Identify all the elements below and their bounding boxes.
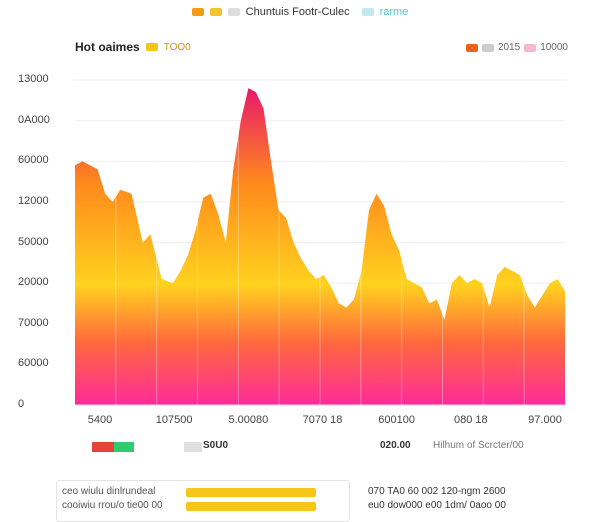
x-tick-label: 600100: [378, 414, 416, 426]
right-legend-swatch-orange: [465, 43, 478, 52]
top-legend: Chuntuis Footr-Culec rarme: [0, 4, 600, 20]
y-tick-label: 0A000: [18, 113, 50, 126]
legend-label-primary: Chuntuis Footr-Culec: [245, 6, 350, 18]
footer-note: Hilhum of Scrcter/00: [433, 440, 524, 451]
footer-label: S0U0: [203, 440, 229, 451]
x-tick-label: 107500: [155, 414, 193, 426]
legend-label-secondary: rarme: [379, 6, 409, 18]
y-tick-label: 0: [18, 398, 25, 410]
y-tick-label: 70000: [18, 316, 49, 329]
x-tick-label: 7070 18: [302, 414, 343, 426]
y-tick-label: 60000: [18, 154, 49, 167]
table-row: ceo wiulu dinlrundeal 070 TA0 60 002 120…: [56, 486, 576, 500]
x-tick-label: 080 18: [454, 414, 488, 426]
x-tick-label: 5.00080: [228, 414, 269, 426]
right-legend: 2015 10000: [465, 42, 568, 53]
legend-swatch-grey: [227, 8, 240, 16]
footer-swatch-grey: [184, 442, 202, 452]
legend-swatch-orange: [191, 8, 204, 16]
y-tick-label: 12000: [18, 194, 49, 207]
table-row-detail: 070 TA0 60 002 120-ngm 2600: [368, 486, 506, 497]
right-legend-swatch-grey: [481, 43, 494, 52]
right-legend-swatch-pink: [524, 43, 537, 52]
x-tick-label: 5400: [87, 414, 113, 426]
y-tick-label: 20000: [18, 276, 49, 289]
chart-subtitle-swatch: [145, 43, 158, 51]
footer-swatch-green: [114, 442, 134, 452]
table-row-label: ceo wiulu dinlrundeal: [62, 486, 156, 497]
summary-table: ceo wiulu dinlrundeal 070 TA0 60 002 120…: [56, 486, 576, 514]
area-series: [75, 88, 565, 405]
table-row: cooiwiu rrou/o tie00 00 eu0 dow000 e00 1…: [56, 500, 576, 514]
table-row-label: cooiwiu rrou/o tie00 00: [62, 500, 163, 511]
right-legend-label-1: 2015: [497, 42, 521, 53]
chart-subtitle: Hot oaimes TOO0: [75, 40, 191, 54]
y-tick-label: 13000: [18, 73, 49, 85]
chart-subtitle-text: Hot oaimes: [75, 40, 140, 54]
table-row-bar: [186, 502, 316, 511]
table-row-bar: [186, 488, 316, 497]
legend-swatch-yellow: [209, 8, 222, 16]
right-legend-label-2: 10000: [540, 42, 568, 53]
chart-subtitle-value: TOO0: [163, 41, 191, 53]
x-tick-label: 97.000: [528, 414, 562, 426]
footer-swatch-red: [92, 442, 114, 452]
table-row-detail: eu0 dow000 e00 1dm/ 0aoo 00: [368, 500, 506, 511]
y-tick-label: 50000: [18, 235, 49, 248]
legend-swatch-cyan: [361, 8, 374, 16]
footer-legend: S0U0 020.00 Hilhum of Scrcter/00: [0, 440, 600, 454]
footer-value: 020.00: [380, 440, 411, 451]
y-tick-label: 60000: [18, 357, 49, 370]
